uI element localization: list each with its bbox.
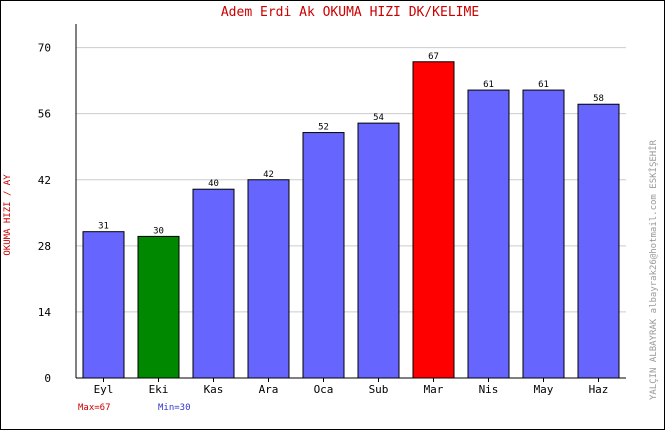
- x-tick-label: Oca: [314, 383, 334, 396]
- y-axis-label: OKUMA HIZI / AY: [3, 174, 13, 256]
- x-tick-label: May: [534, 383, 554, 396]
- x-tick-label: Eyl: [94, 383, 114, 396]
- bar: [412, 61, 455, 379]
- data-label: 42: [263, 170, 274, 180]
- bar: [82, 231, 125, 379]
- bars: 31 30 40 42 52 54 67 61 61 58: [82, 52, 620, 379]
- bar: [302, 132, 345, 379]
- axes: 0 14 28 42 56 70 Eyl Eki Kas Ara Oca Sub Mar Nis May Ha…: [38, 24, 626, 396]
- x-tick-label: Eki: [149, 383, 169, 396]
- x-tick-label: Nis: [479, 383, 499, 396]
- author-note: YALÇIN ALBAYRAK albayrak26@hotmail.com E…: [648, 139, 659, 400]
- x-tick-label: Kas: [204, 383, 224, 396]
- data-label: 61: [483, 80, 494, 90]
- bar: [137, 235, 180, 379]
- data-label: 67: [428, 52, 439, 62]
- y-tick-label: 0: [44, 372, 51, 385]
- x-tick-label: Mar: [424, 383, 444, 396]
- y-tick-label: 42: [38, 174, 51, 187]
- bar: [357, 122, 400, 379]
- y-tick-label: 70: [38, 42, 51, 55]
- data-label: 40: [208, 179, 219, 189]
- x-tick-label: Ara: [259, 383, 279, 396]
- data-label: 54: [373, 113, 384, 123]
- bar: [192, 188, 235, 379]
- x-tick-label: Sub: [369, 383, 389, 396]
- data-label: 31: [98, 222, 109, 232]
- data-label: 52: [318, 123, 329, 133]
- data-label: 58: [593, 94, 604, 104]
- chart-title: Adem Erdi Ak OKUMA HIZI DK/KELIME: [221, 5, 479, 20]
- max-label: Max=67: [78, 403, 111, 413]
- bar: [467, 89, 510, 379]
- bar: [247, 179, 290, 379]
- x-tick-label: Haz: [589, 383, 609, 396]
- bar: [577, 103, 620, 379]
- y-tick-label: 28: [38, 240, 51, 253]
- y-tick-label: 56: [38, 108, 51, 121]
- data-label: 30: [153, 226, 164, 236]
- data-label: 61: [538, 80, 549, 90]
- y-tick-label: 14: [38, 306, 52, 319]
- bar: [522, 89, 565, 379]
- min-label: Min=30: [158, 403, 191, 413]
